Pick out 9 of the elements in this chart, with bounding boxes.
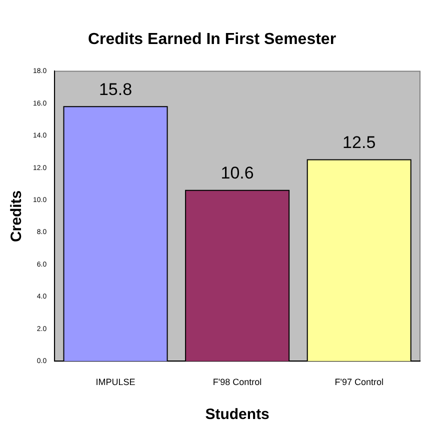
x-tick-label: IMPULSE [96,377,136,388]
x-tick-label: F'98 Control [212,377,262,388]
x-tick-label: F'97 Control [334,377,384,388]
x-axis-title: Students [205,406,270,424]
y-axis-title: Credits [8,190,26,242]
data-label: 10.6 [220,164,254,183]
data-label: 15.8 [98,80,132,99]
chart-title: Credits Earned In First Semester [88,31,336,48]
data-label: 12.5 [342,133,376,152]
